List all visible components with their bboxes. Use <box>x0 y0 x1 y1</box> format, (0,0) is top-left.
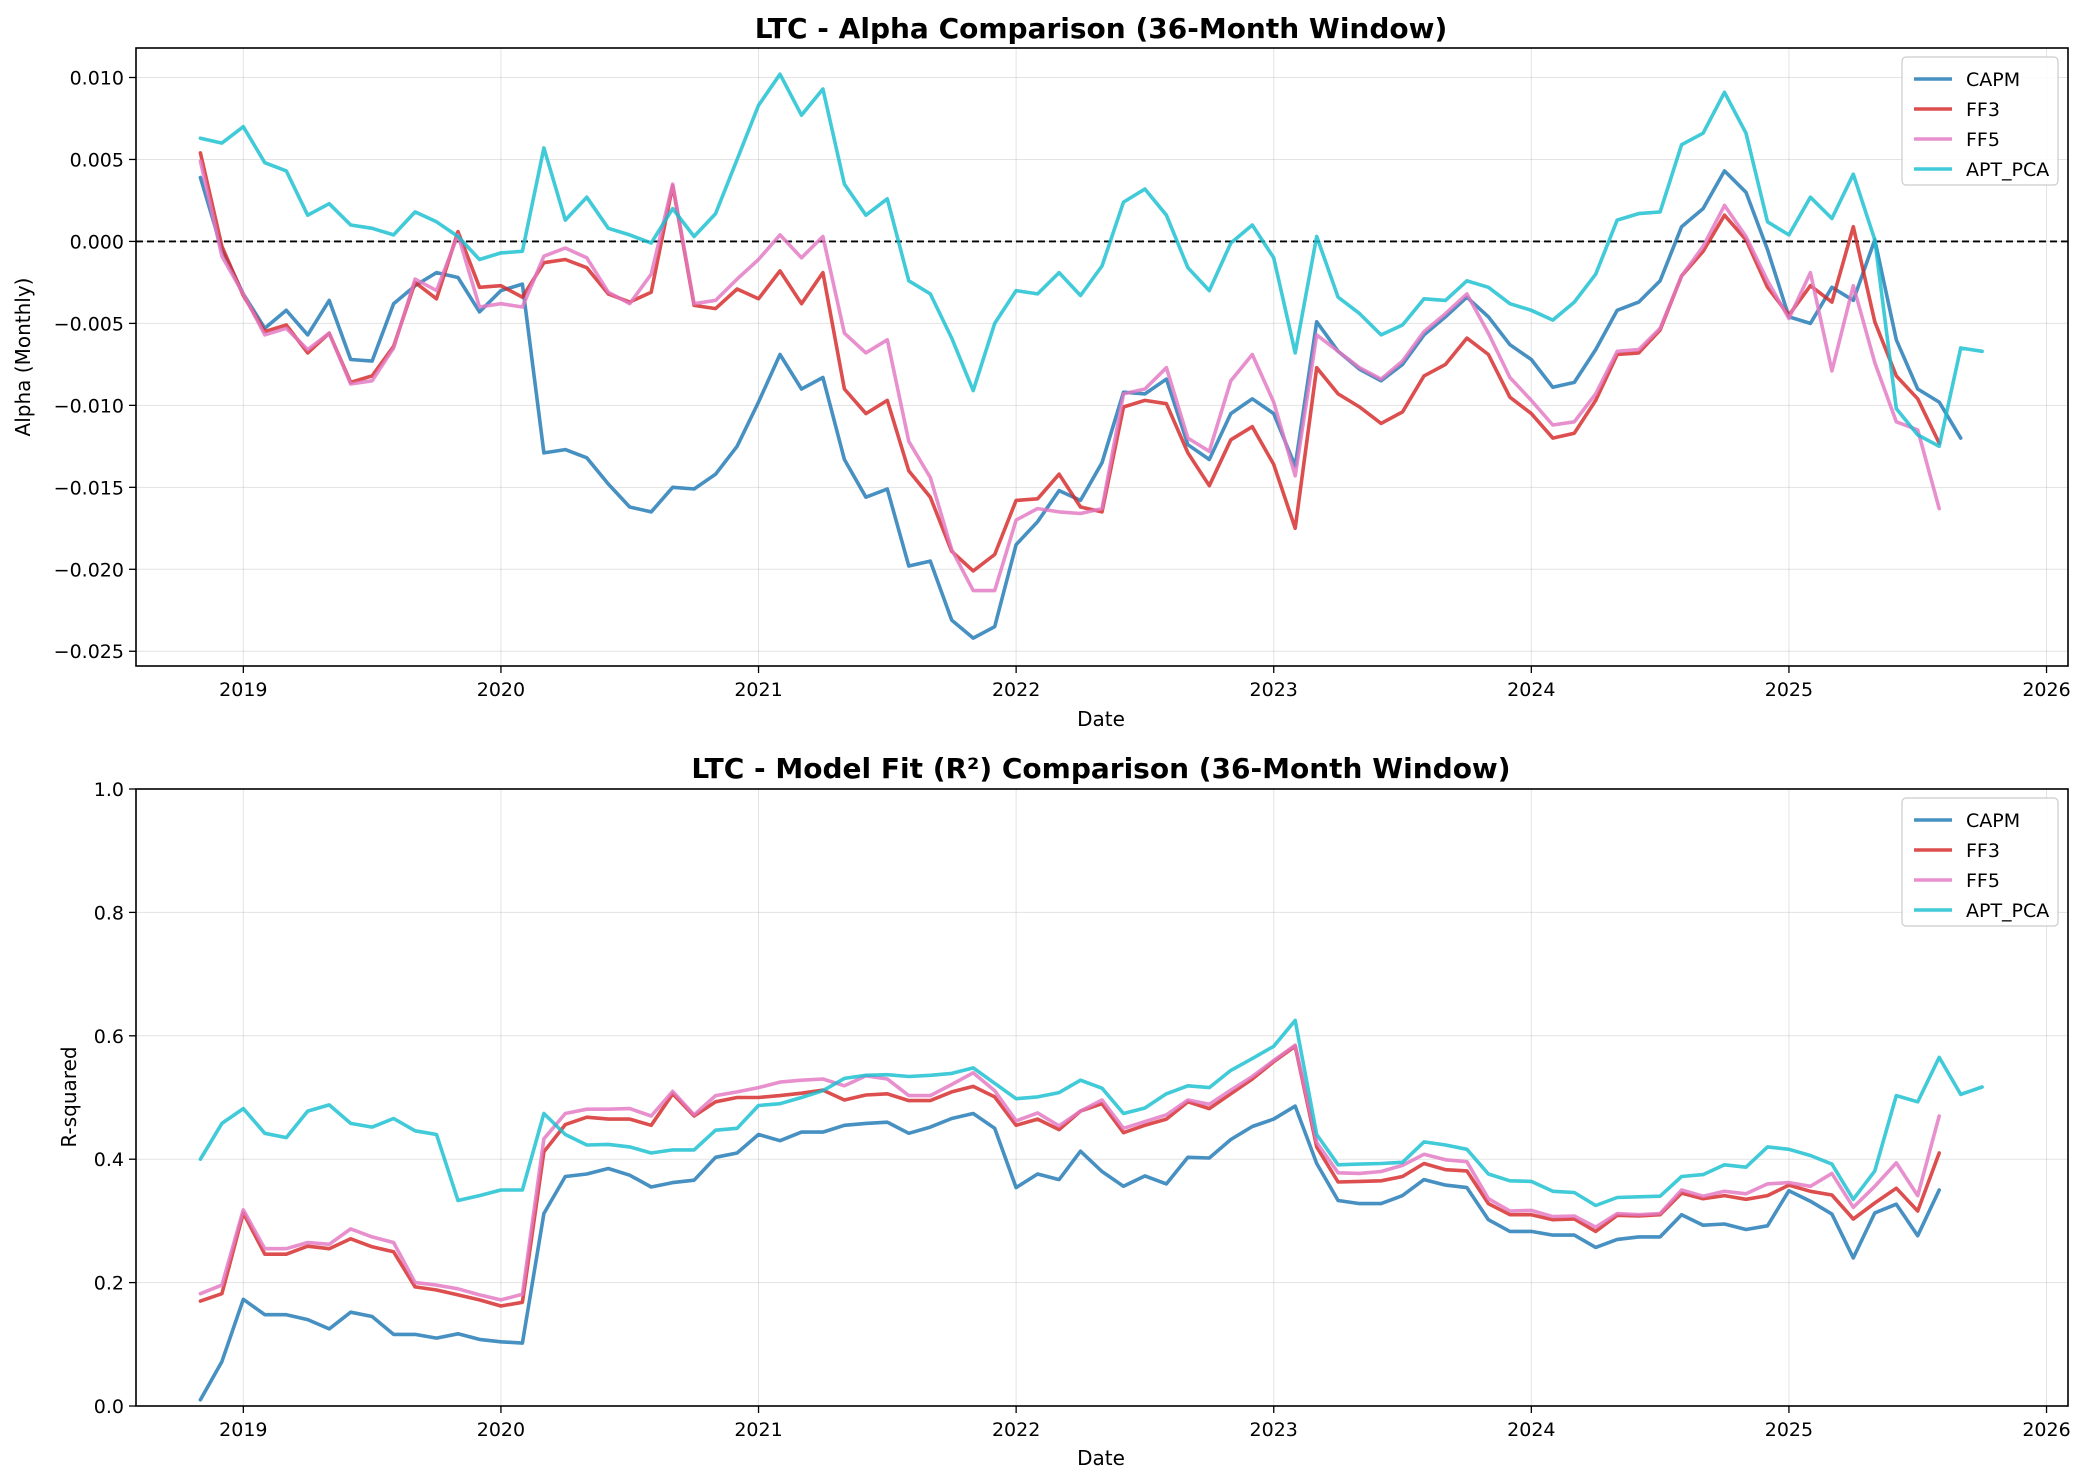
y-tick-label: 0.000 <box>70 231 124 253</box>
y-tick-label: −0.010 <box>54 395 124 417</box>
legend-label: FF5 <box>1966 870 2000 892</box>
x-tick-label: 2020 <box>477 679 525 701</box>
series-lines <box>198 72 1984 640</box>
series-line-capm <box>198 169 1963 640</box>
y-tick-label: −0.025 <box>54 641 124 663</box>
x-tick-label: 2022 <box>992 1419 1040 1441</box>
legend-label: FF5 <box>1966 129 2000 151</box>
x-tick-label: 2023 <box>1250 679 1298 701</box>
series-line-ff5 <box>198 1043 1941 1302</box>
legend-box <box>1901 797 2059 927</box>
x-tick-label: 2023 <box>1250 1419 1298 1441</box>
y-axis-label: R-squared <box>57 1046 81 1147</box>
plot-frame <box>135 788 2069 1407</box>
y-tick-label: 0.2 <box>94 1273 124 1295</box>
series-line-apt-pca <box>198 72 1984 449</box>
x-tick-label: 2026 <box>2022 1419 2070 1441</box>
y-tick-label: 0.6 <box>94 1026 124 1048</box>
y-tick-label: 0.4 <box>94 1149 124 1171</box>
series-lines <box>198 1018 1984 1402</box>
legend-label: FF3 <box>1966 840 2000 862</box>
legend-label: APT_PCA <box>1966 900 2049 922</box>
y-tick-label: 0.005 <box>70 149 124 171</box>
plot-frame <box>135 47 2069 667</box>
legend-label: CAPM <box>1966 69 2020 91</box>
x-tick-label: 2020 <box>477 1419 525 1441</box>
y-tick-label: 1.0 <box>94 779 124 801</box>
y-tick-label: 0.8 <box>94 902 124 924</box>
x-tick-label: 2024 <box>1507 679 1555 701</box>
x-tick-label: 2021 <box>734 1419 782 1441</box>
grid <box>136 788 2068 1407</box>
x-axis-ticks: 2019 2020 2021 2022 2023 2024 2025 2026 <box>219 666 2071 701</box>
y-axis-ticks: 1.0 0.8 0.6 0.4 0.2 0.0 <box>94 779 136 1418</box>
y-axis-ticks: 0.010 0.005 0.000 −0.005 −0.010 −0.015 −0.020 −… <box>54 68 136 663</box>
x-tick-label: 2026 <box>2022 679 2070 701</box>
series-line-ff3 <box>198 151 1941 573</box>
x-tick-label: 2024 <box>1507 1419 1555 1441</box>
series-line-ff5 <box>198 159 1941 593</box>
y-tick-label: 0.010 <box>70 68 124 90</box>
alpha-chart: LTC - Alpha Comparison (36-Month Window)… <box>11 12 2071 731</box>
x-tick-label: 2019 <box>219 1419 267 1441</box>
r-squared-chart: LTC - Model Fit (R²) Comparison (36-Mont… <box>57 752 2071 1470</box>
chart-title: LTC - Model Fit (R²) Comparison (36-Mont… <box>691 752 1510 785</box>
x-axis-label: Date <box>1077 1446 1125 1470</box>
y-tick-label: −0.005 <box>54 313 124 335</box>
x-tick-label: 2025 <box>1765 679 1813 701</box>
legend-label: CAPM <box>1966 810 2020 832</box>
y-tick-label: −0.020 <box>54 559 124 581</box>
series-line-apt-pca <box>198 1018 1984 1208</box>
legend-label: FF3 <box>1966 99 2000 121</box>
y-axis-label: Alpha (Monthly) <box>11 278 35 437</box>
x-tick-label: 2025 <box>1765 1419 1813 1441</box>
x-tick-label: 2022 <box>992 679 1040 701</box>
x-tick-label: 2021 <box>734 679 782 701</box>
x-tick-label: 2019 <box>219 679 267 701</box>
legend-box <box>1901 56 2059 186</box>
chart-title: LTC - Alpha Comparison (36-Month Window) <box>755 12 1448 45</box>
legend: CAPM FF3 FF5 APT_PCA <box>1901 56 2059 186</box>
legend: CAPM FF3 FF5 APT_PCA <box>1901 797 2059 927</box>
x-axis-ticks: 2019 2020 2021 2022 2023 2024 2025 2026 <box>219 1406 2071 1441</box>
y-tick-label: 0.0 <box>94 1396 124 1418</box>
legend-label: APT_PCA <box>1966 159 2049 181</box>
grid <box>136 48 2068 666</box>
y-tick-label: −0.015 <box>54 477 124 499</box>
x-axis-label: Date <box>1077 707 1125 731</box>
series-line-capm <box>198 1104 1941 1402</box>
